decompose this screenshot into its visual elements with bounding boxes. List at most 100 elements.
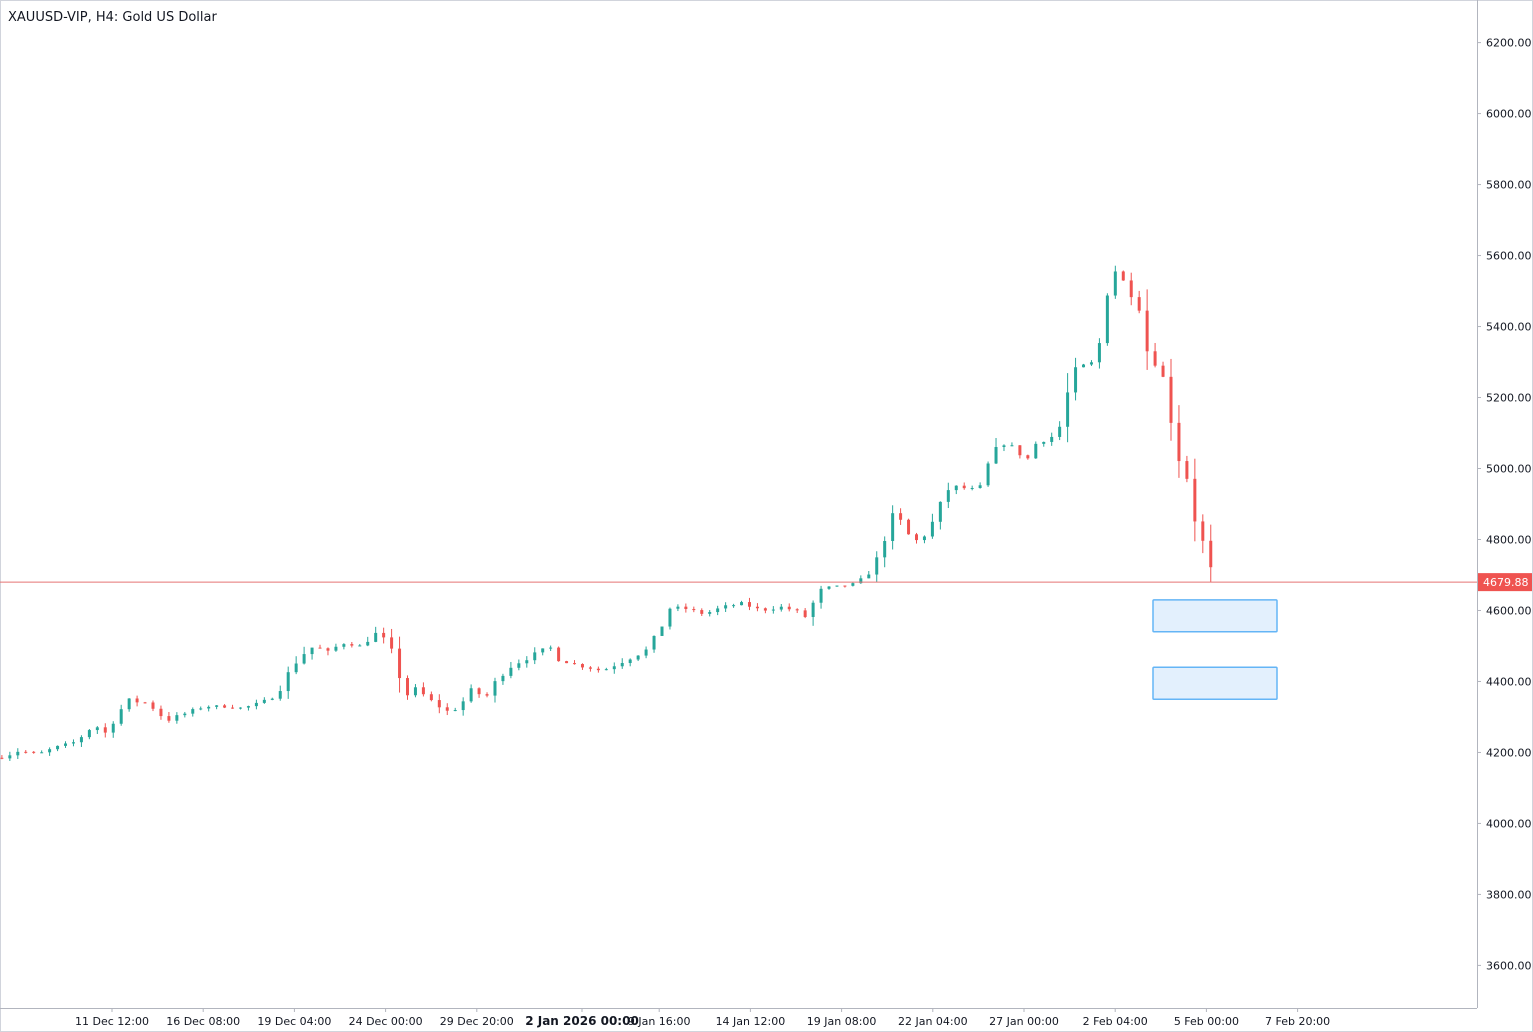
candle-body — [803, 610, 807, 617]
candle-body — [111, 723, 115, 733]
candle-body — [732, 605, 736, 607]
candle-body — [382, 632, 386, 638]
x-tick-label: 19 Dec 04:00 — [257, 1015, 331, 1028]
candle-body — [310, 647, 314, 655]
candle-body — [437, 700, 441, 708]
y-tick-label: 5200.00 — [1486, 392, 1532, 405]
candle-body — [294, 663, 298, 673]
candle-body — [517, 663, 521, 668]
candle-body — [56, 745, 60, 750]
candle-body — [151, 702, 155, 709]
candle-body — [445, 707, 449, 711]
candle-body — [64, 743, 68, 746]
candle-body — [302, 654, 306, 664]
y-tick-label: 4000.00 — [1486, 817, 1532, 830]
candle-body — [238, 707, 242, 709]
candle-body — [763, 608, 767, 611]
candle-body — [716, 608, 720, 613]
candle-body — [1089, 362, 1093, 365]
candle-body — [374, 632, 378, 642]
candle-body — [1105, 295, 1109, 344]
candle-body — [278, 691, 282, 699]
candle-body — [1018, 445, 1022, 456]
candle-body — [565, 661, 569, 664]
candle-body — [747, 602, 751, 607]
x-tick-label: 14 Jan 12:00 — [716, 1015, 786, 1028]
candle-body — [485, 694, 489, 696]
candle-body — [660, 626, 664, 636]
candle-body — [1010, 445, 1014, 447]
candle-body — [16, 751, 20, 756]
candle-body — [1137, 297, 1141, 311]
candle-body — [1097, 343, 1101, 363]
current-price-label: 4679.88 — [1483, 576, 1529, 589]
candle-body — [1002, 445, 1006, 447]
candle-body — [175, 715, 179, 721]
x-tick-label: 5 Feb 00:00 — [1174, 1015, 1239, 1028]
candle-body — [48, 749, 52, 753]
candle-body — [588, 667, 592, 669]
candle-body — [740, 602, 744, 606]
candle-body — [477, 688, 481, 695]
candle-body — [1193, 478, 1197, 522]
candle-body — [899, 513, 903, 520]
candle-body — [95, 727, 99, 731]
candle-body — [604, 669, 608, 671]
candle-body — [549, 647, 553, 649]
candle-body — [859, 578, 863, 584]
candle-body — [135, 698, 139, 703]
x-tick-label: 19 Jan 08:00 — [807, 1015, 877, 1028]
x-tick-label: 7 Feb 20:00 — [1265, 1015, 1330, 1028]
y-tick-label: 6000.00 — [1486, 108, 1532, 121]
candle-body — [875, 557, 879, 575]
candle-body — [342, 644, 346, 647]
candle-body — [1201, 521, 1205, 541]
candle-body — [1161, 365, 1165, 377]
current-price-tag — [1478, 573, 1532, 592]
candle-body — [1121, 271, 1125, 281]
candle-body — [103, 727, 107, 733]
candle-body — [922, 536, 926, 541]
candle-body — [938, 501, 942, 522]
candle-body — [231, 707, 235, 709]
candle-body — [827, 586, 831, 589]
candle-body — [246, 706, 250, 708]
candle-body — [907, 519, 911, 535]
candle-body — [668, 608, 672, 627]
candle-body — [270, 698, 274, 700]
candle-body — [509, 667, 513, 676]
candle-body — [326, 648, 330, 651]
candle-body — [986, 463, 990, 486]
candle-body — [254, 702, 258, 707]
y-tick-label: 5000.00 — [1486, 463, 1532, 476]
candle-body — [398, 648, 402, 679]
candle-body — [867, 574, 871, 579]
y-tick-label: 4200.00 — [1486, 746, 1532, 759]
y-tick-label: 6200.00 — [1486, 37, 1532, 50]
candle-body — [1066, 392, 1070, 427]
candle-body — [708, 612, 712, 614]
candle-body — [1169, 376, 1173, 423]
candle-body — [318, 647, 322, 649]
candle-body — [127, 698, 131, 710]
candle-body — [835, 585, 839, 587]
support-zone-2 — [1152, 666, 1278, 700]
candle-layer — [0, 265, 1213, 761]
x-tick-label: 24 Dec 00:00 — [349, 1015, 423, 1028]
candle-body — [557, 647, 561, 662]
candle-body — [413, 687, 417, 696]
candle-body — [541, 648, 545, 653]
candle-body — [883, 540, 887, 558]
candle-body — [573, 663, 577, 665]
candle-body — [207, 706, 211, 709]
candle-body — [970, 487, 974, 489]
candle-body — [143, 702, 147, 704]
candle-body — [620, 663, 624, 667]
candle-body — [167, 716, 171, 721]
candle-body — [1129, 280, 1133, 298]
y-tick-label: 4600.00 — [1486, 604, 1532, 617]
y-tick-label: 5400.00 — [1486, 321, 1532, 334]
candle-body — [1042, 441, 1046, 444]
